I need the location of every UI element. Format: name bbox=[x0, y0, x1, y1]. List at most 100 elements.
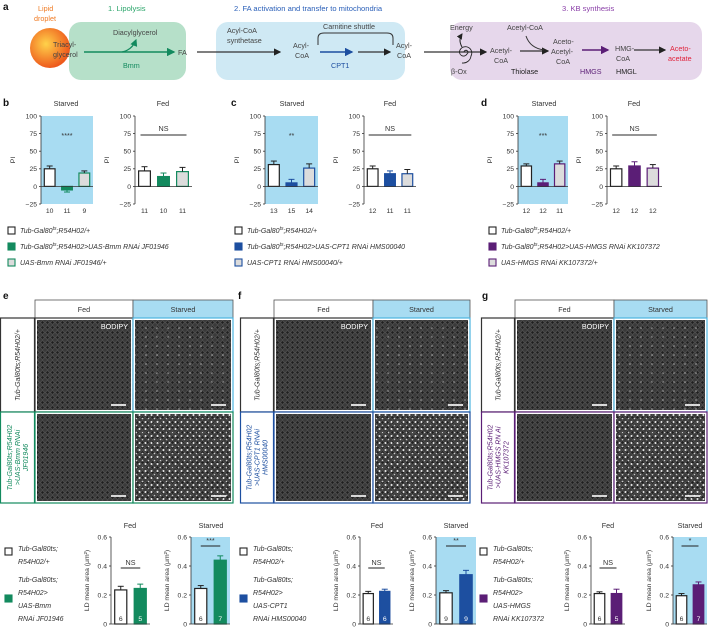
fa-label: FA bbox=[178, 48, 187, 57]
n-label: 10 bbox=[160, 208, 168, 215]
bar bbox=[176, 171, 189, 187]
bar bbox=[303, 167, 316, 187]
bodipy-image bbox=[37, 414, 131, 501]
n-label: 12 bbox=[369, 208, 377, 215]
significance-label: * bbox=[689, 536, 692, 545]
row-label: >UAS-Bmm RNAi bbox=[15, 429, 22, 485]
y-tick-label: 0 bbox=[352, 621, 356, 628]
legend-label: Tub-Gal80ts;R54H02/+ bbox=[247, 226, 317, 235]
hmg-coa-label: CoA bbox=[616, 54, 630, 63]
panel-label-d: d bbox=[481, 98, 487, 109]
legend-text: ;R54H02>UAS-HMGS RNAi KK107372 bbox=[537, 244, 659, 251]
y-tick-label: 0.2 bbox=[98, 592, 108, 599]
row-label-cell bbox=[480, 317, 516, 413]
legend-item: UAS-Bmm RNAi JF01946/+ bbox=[7, 258, 107, 267]
lipid-droplet-signal bbox=[135, 320, 231, 410]
lipid-droplet-signal bbox=[135, 414, 231, 501]
y-tick-label: 25 bbox=[29, 166, 37, 173]
legend-sup: ts bbox=[534, 226, 538, 232]
chart-title: Starved bbox=[444, 521, 469, 530]
legend-text: ;R54H02/+ bbox=[56, 228, 90, 235]
y-tick-label: 50 bbox=[595, 149, 603, 156]
legend-label: RNAi JF01946 bbox=[18, 616, 64, 623]
y-tick-label: 0 bbox=[665, 621, 669, 628]
legend-sup: ts bbox=[53, 242, 57, 248]
diacylglycerol-label: Diacylglycerol bbox=[113, 28, 158, 37]
acyl-coa-synthetase-label: Acyl-CoA bbox=[227, 26, 257, 35]
legend-text: ;R54H02>UAS-Bmm RNAi JF01946 bbox=[56, 244, 168, 251]
y-tick-label: 0.6 bbox=[423, 534, 433, 541]
y-tick-label: 0.4 bbox=[98, 563, 108, 570]
bar bbox=[267, 163, 280, 188]
legend-text: Tub-Gal80 bbox=[501, 228, 534, 235]
chart-title: Fed bbox=[157, 99, 169, 108]
bodipy-image bbox=[517, 414, 612, 501]
image-grid-g: Fed Starved Tub-Gal80ts;R54H02/+ BODIPY Tub-… bbox=[480, 299, 708, 504]
y-tick-label: 0 bbox=[127, 184, 131, 191]
y-tick-label: 0.2 bbox=[423, 592, 433, 599]
y-tick-label: 0.4 bbox=[178, 563, 188, 570]
y-tick-label: 100 bbox=[26, 113, 38, 120]
row-label-cell bbox=[0, 411, 36, 504]
bar bbox=[43, 168, 56, 188]
cpt1-label: CPT1 bbox=[331, 61, 349, 70]
chart-title: Starved bbox=[678, 521, 703, 530]
y-axis-label: LD mean area (μm²) bbox=[84, 550, 91, 611]
y-axis-label: PI bbox=[234, 157, 241, 164]
ld-legend-control bbox=[239, 547, 248, 556]
n-label: 9 bbox=[444, 616, 448, 623]
y-tick-label: 100 bbox=[250, 113, 262, 120]
bar bbox=[157, 175, 170, 188]
panel-label-f: f bbox=[238, 291, 242, 302]
y-tick-label: −25 bbox=[25, 201, 37, 208]
legend-label: R54H02> bbox=[493, 590, 523, 597]
acetoacetyl-coa-label: Aceto- bbox=[553, 37, 574, 46]
chart-c-fed: Fed 100 75 50 25 0 −25 PI 12 11 11 NS bbox=[333, 99, 416, 215]
bar bbox=[384, 173, 396, 187]
legend-text: Tub-Gal80 bbox=[501, 244, 534, 251]
acyl-coa-mito-label: CoA bbox=[397, 51, 411, 60]
legend-swatch bbox=[4, 594, 13, 603]
lipid-droplet-signal bbox=[375, 414, 468, 501]
y-tick-label: 0 bbox=[583, 621, 587, 628]
stage-2-title: 2. FA activation and transfer to mitocho… bbox=[234, 4, 383, 13]
panel-label-c: c bbox=[231, 98, 237, 109]
hmgl-label: HMGL bbox=[616, 67, 637, 76]
n-label: 6 bbox=[680, 616, 684, 623]
acyl-coa-mito-label: Acyl- bbox=[396, 41, 413, 50]
n-label: 11 bbox=[141, 208, 148, 215]
y-axis-label: LD mean area (μm²) bbox=[564, 550, 571, 611]
n-label: 12 bbox=[539, 208, 547, 215]
chart-title: Starved bbox=[54, 99, 79, 108]
chart-d-starved: Starved 100 75 50 25 0 −25 PI 12 12 11 *** bbox=[487, 99, 568, 215]
significance-label: ** bbox=[453, 536, 459, 545]
y-tick-label: −25 bbox=[249, 201, 261, 208]
n-label: 14 bbox=[305, 208, 313, 215]
legend-item: UAS-HMGS RNAi KK107372/+ bbox=[488, 258, 598, 267]
legend-swatch bbox=[7, 242, 16, 251]
n-label: 13 bbox=[270, 208, 278, 215]
legend-label: Tub-Gal80ts; bbox=[253, 546, 293, 553]
lipid-droplet-signal bbox=[375, 320, 468, 410]
n-label: 7 bbox=[697, 616, 701, 623]
y-tick-label: 100 bbox=[349, 113, 361, 120]
y-axis-label: PI bbox=[10, 157, 17, 164]
panel-a-pathway-diagram: a Lipid droplet 1. Lipolysis 2. FA activ… bbox=[3, 2, 702, 80]
n-label: 12 bbox=[631, 208, 639, 215]
y-tick-label: 0.6 bbox=[178, 534, 188, 541]
lipolysis-box bbox=[69, 22, 186, 80]
ld-legend-control bbox=[479, 547, 488, 556]
stage-3-title: 3. KB synthesis bbox=[562, 4, 615, 13]
y-tick-label: 50 bbox=[123, 149, 131, 156]
image-grid-f: Fed Starved Tub-Gal80ts;R54H02/+ BODIPY Tub-… bbox=[239, 299, 471, 504]
beta-ox-label: β-Ox bbox=[451, 67, 467, 76]
legend-text: Tub-Gal80 bbox=[20, 244, 53, 251]
significance-label: *** bbox=[206, 536, 215, 545]
n-label: 6 bbox=[383, 616, 387, 623]
y-tick-label: 0.2 bbox=[347, 592, 357, 599]
chart-title: Fed bbox=[371, 521, 383, 530]
significance-label: NS bbox=[603, 558, 613, 567]
chart-b-fed: Fed 100 75 50 25 0 −25 PI 11 10 11 NS bbox=[104, 99, 192, 215]
y-tick-label: 75 bbox=[123, 131, 131, 138]
